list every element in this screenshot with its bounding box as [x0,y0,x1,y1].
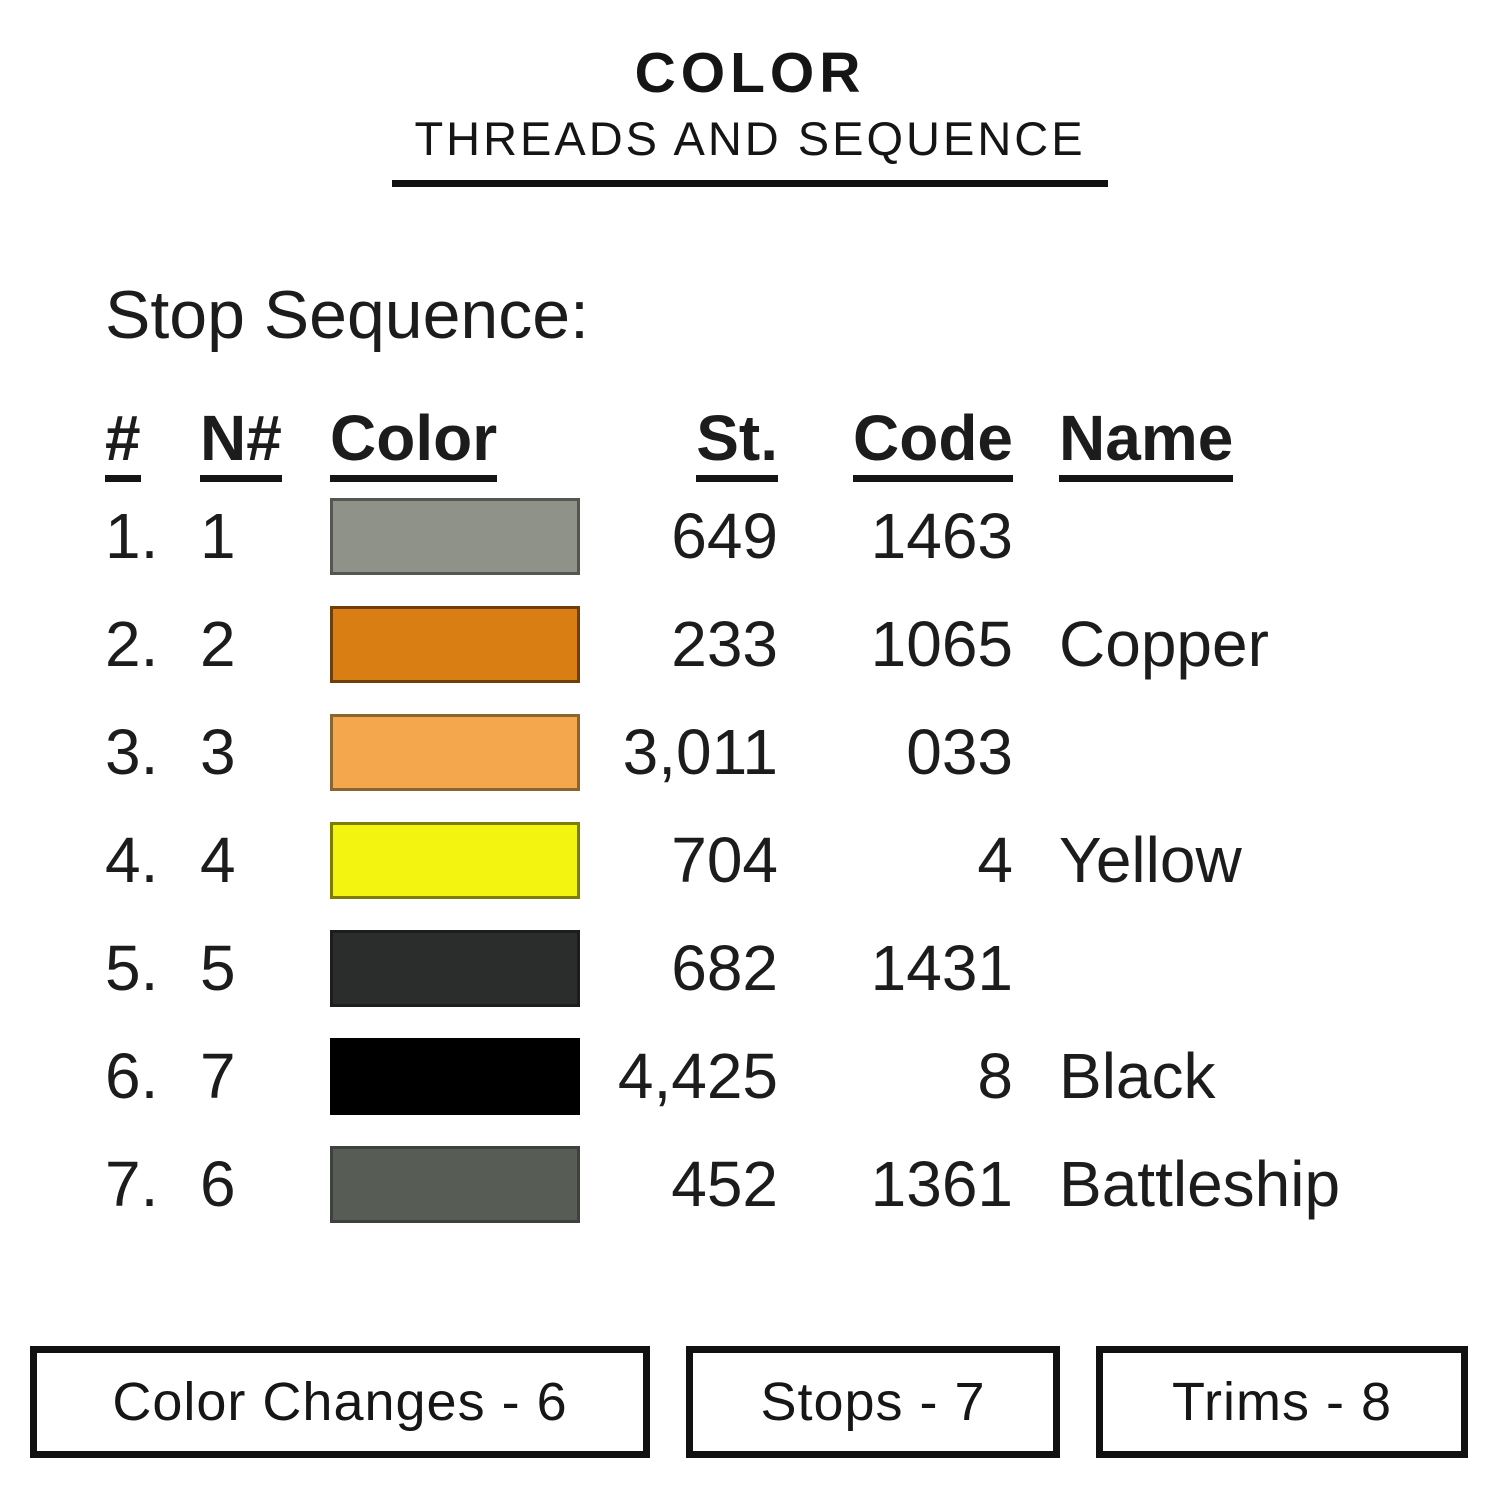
title-block: COLOR THREADS AND SEQUENCE [0,41,1500,188]
stop-number: 2. [105,608,159,680]
stops-box: Stops - 7 [686,1346,1060,1458]
table-row: 2. 2 233 1065 Copper [105,590,1465,698]
stop-number: 6. [105,1040,159,1112]
color-swatch [330,497,580,575]
table-row: 3. 3 3,011 033 [105,698,1465,806]
color-code: 1463 [870,500,1013,572]
trims-box: Trims - 8 [1096,1346,1468,1458]
stitch-count: 704 [671,824,778,896]
col-header-stop: # [105,401,200,482]
color-name: Battleship [1059,1148,1341,1220]
stitch-count: 3,011 [622,716,778,788]
stitch-count: 649 [671,500,778,572]
color-name: Copper [1059,608,1269,680]
col-header-name: Name [1013,401,1465,482]
color-name: Yellow [1059,824,1242,896]
table-row: 7. 6 452 1361 Battleship [105,1130,1465,1238]
color-swatch [330,713,580,791]
stitch-count: 682 [671,932,778,1004]
col-header-needle: N# [200,401,330,482]
section-title: Stop Sequence: [105,277,589,353]
needle-number: 7 [200,1040,236,1112]
trims-label: Trims - 8 [1172,1372,1392,1432]
stop-number: 4. [105,824,159,896]
col-header-code: Code [778,401,1013,482]
color-swatch [330,1145,580,1223]
color-code: 1431 [870,932,1013,1004]
needle-number: 4 [200,824,236,896]
needle-number: 2 [200,608,236,680]
table-row: 5. 5 682 1431 [105,914,1465,1022]
color-code: 033 [906,716,1013,788]
col-header-stitches: St. [580,401,778,482]
title-underline [392,180,1108,188]
table-row: 4. 4 704 4 Yellow [105,806,1465,914]
summary-boxes: Color Changes - 6 Stops - 7 Trims - 8 [30,1346,1468,1458]
col-header-color: Color [330,401,580,482]
color-code: 1065 [870,608,1013,680]
stitch-count: 452 [671,1148,778,1220]
needle-number: 6 [200,1148,236,1220]
color-swatch [330,929,580,1007]
color-code: 4 [977,824,1013,896]
page-title: COLOR [634,41,866,105]
stop-sequence-table: # N# Color St. Code Name 1. 1 649 1463 2… [105,388,1465,1238]
table-header-row: # N# Color St. Code Name [105,388,1465,482]
color-name: Black [1059,1040,1216,1112]
color-code: 1361 [870,1148,1013,1220]
needle-number: 3 [200,716,236,788]
stitch-count: 4,425 [617,1040,778,1112]
needle-number: 5 [200,932,236,1004]
color-swatch [330,821,580,899]
color-swatch [330,605,580,683]
page-subtitle: THREADS AND SEQUENCE [414,111,1086,165]
table-row: 1. 1 649 1463 [105,482,1465,590]
color-code: 8 [977,1040,1013,1112]
color-changes-box: Color Changes - 6 [30,1346,650,1458]
stop-number: 1. [105,500,159,572]
stitch-count: 233 [671,608,778,680]
table-row: 6. 7 4,425 8 Black [105,1022,1465,1130]
color-swatch [330,1037,580,1115]
stop-number: 5. [105,932,159,1004]
color-changes-label: Color Changes - 6 [112,1372,568,1432]
needle-number: 1 [200,500,236,572]
stops-label: Stops - 7 [760,1372,986,1432]
stop-number: 7. [105,1148,159,1220]
stop-number: 3. [105,716,159,788]
